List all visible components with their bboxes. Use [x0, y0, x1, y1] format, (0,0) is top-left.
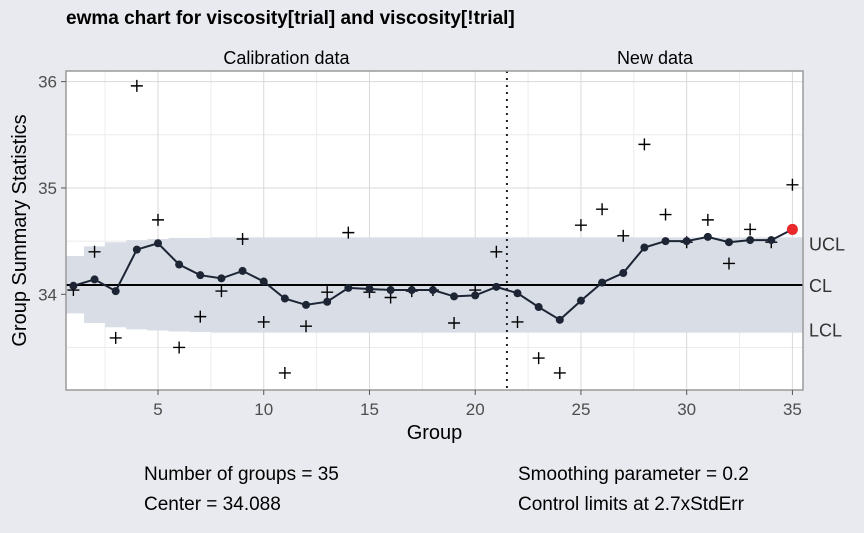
statistic-point	[638, 138, 651, 151]
ewma-point	[153, 239, 162, 248]
statistic-point	[596, 203, 609, 216]
ewma-violation-point	[786, 223, 798, 235]
statistic-point	[300, 320, 313, 333]
ewma-point	[450, 292, 459, 301]
ewma-point	[576, 296, 585, 305]
statistic-point	[659, 208, 672, 221]
x-tick-label: 20	[466, 400, 485, 419]
x-tick-label: 10	[254, 400, 273, 419]
ewma-point	[90, 275, 99, 284]
footer-limits: Control limits at 2.7xStdErr	[518, 494, 744, 515]
statistic-point	[722, 257, 735, 270]
lcl-label: LCL	[809, 321, 842, 341]
ewma-point	[703, 232, 712, 241]
ewma-point	[767, 236, 776, 245]
ewma-point	[682, 237, 691, 246]
statistic-point	[786, 178, 799, 191]
ewma-point	[259, 277, 268, 286]
footer-center: Center = 34.088	[144, 494, 281, 515]
statistic-point	[257, 315, 270, 328]
x-tick-label: 15	[360, 400, 379, 419]
ewma-point	[492, 282, 501, 291]
ewma-point	[386, 286, 395, 295]
x-tick-label: 25	[571, 400, 590, 419]
phase-label-calibration: Calibration data	[223, 48, 350, 68]
y-tick-label: 34	[38, 285, 57, 304]
statistic-point	[490, 245, 503, 258]
statistic-point	[511, 315, 524, 328]
statistic-point	[342, 226, 355, 239]
ewma-point	[365, 284, 374, 293]
ewma-point	[555, 315, 564, 324]
ewma-point	[344, 283, 353, 292]
ewma-point	[471, 291, 480, 300]
ewma-point	[175, 260, 184, 269]
statistic-point	[173, 341, 186, 354]
statistic-point	[532, 352, 545, 365]
ewma-point	[619, 269, 628, 278]
footer-groups: Number of groups = 35	[144, 464, 339, 485]
footer-smoothing: Smoothing parameter = 0.2	[518, 464, 749, 485]
plot-panel	[66, 71, 803, 390]
statistic-point	[215, 285, 228, 298]
y-tick-label: 35	[38, 179, 57, 198]
statistic-point	[553, 366, 566, 379]
y-axis-title: Group Summary Statistics	[9, 114, 31, 346]
ewma-point	[111, 287, 120, 296]
ucl-label: UCL	[809, 234, 845, 254]
statistic-point	[744, 223, 757, 236]
ewma-point	[534, 303, 543, 312]
ewma-point	[302, 300, 311, 309]
statistic-point	[321, 286, 334, 299]
statistic-point	[278, 366, 291, 379]
y-tick-label: 36	[38, 73, 57, 92]
ewma-point	[598, 278, 607, 287]
ewma-point	[661, 237, 670, 246]
statistic-point	[130, 79, 143, 92]
ewma-point	[196, 271, 205, 280]
statistic-point	[236, 233, 249, 246]
ewma-point	[640, 243, 649, 252]
statistic-point	[194, 310, 207, 323]
ewma-point	[132, 245, 141, 254]
x-tick-label: 35	[783, 400, 802, 419]
statistic-point	[88, 245, 101, 258]
ewma-point	[217, 274, 226, 283]
statistic-point	[448, 317, 461, 330]
ewma-point	[69, 281, 78, 290]
ewma-point	[746, 236, 755, 245]
statistic-point	[151, 213, 164, 226]
ewma-point	[428, 286, 437, 295]
ewma-point	[238, 266, 247, 275]
x-axis-title: Group	[407, 422, 463, 444]
x-tick-label: 5	[153, 400, 162, 419]
statistic-point	[574, 219, 587, 232]
chart-title: ewma chart for viscosity[trial] and visc…	[66, 8, 515, 29]
ewma-point	[323, 297, 332, 306]
cl-label: CL	[809, 276, 832, 296]
ewma-point	[407, 286, 416, 295]
statistic-point	[701, 213, 714, 226]
x-tick-label: 30	[677, 400, 696, 419]
statistic-point	[109, 331, 122, 344]
ewma-point	[513, 289, 522, 298]
plot-border	[65, 70, 804, 391]
ewma-point	[724, 238, 733, 247]
statistic-point	[617, 229, 630, 242]
ewma-point	[280, 294, 289, 303]
phase-label-new: New data	[617, 48, 694, 68]
